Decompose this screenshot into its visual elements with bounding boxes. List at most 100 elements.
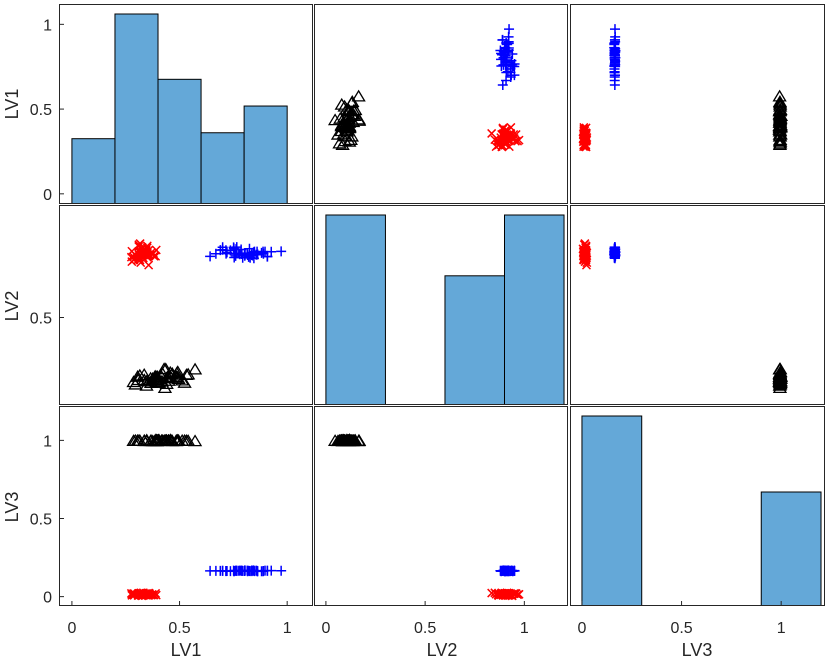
point-group-3	[175, 373, 190, 386]
point-group-1	[149, 590, 159, 600]
point-group-3	[150, 369, 165, 382]
point-group-2	[221, 248, 232, 259]
point-group-1	[578, 255, 588, 265]
y-axis-label-lv1: LV1	[2, 89, 22, 120]
point-group-3	[344, 107, 360, 120]
point-group-3	[337, 99, 352, 112]
point-group-1	[581, 243, 591, 253]
point-group-3	[351, 113, 367, 126]
cell-lv1-vs-lv2	[314, 4, 568, 204]
point-group-2	[609, 38, 620, 49]
point-group-2	[239, 248, 250, 259]
histogram-bar	[243, 105, 288, 204]
point-group-1	[582, 248, 592, 258]
cell-content	[581, 415, 822, 606]
point-group-3	[772, 95, 788, 107]
point-group-3	[159, 377, 174, 389]
point-group-3	[772, 362, 788, 375]
histogram-bar	[114, 13, 159, 204]
cell-lv3-vs-lv3	[570, 406, 825, 606]
point-group-3	[334, 97, 349, 110]
y-tick-label: 0.5	[30, 102, 52, 119]
cell-frame	[570, 406, 825, 606]
cell-frame	[314, 4, 568, 204]
histogram-bar	[760, 491, 822, 606]
x-tick-label: 0.5	[168, 620, 190, 637]
point-group-3	[159, 433, 174, 446]
point-group-1	[144, 260, 154, 270]
point-group-1	[494, 591, 504, 601]
cell-lv2-vs-lv2	[314, 205, 568, 405]
histogram-bar	[504, 214, 565, 405]
x-tick-label: 1	[283, 620, 292, 637]
matrix-cells	[59, 4, 825, 606]
cell-frame	[59, 205, 313, 405]
point-group-3	[773, 99, 788, 112]
histogram-bar	[325, 214, 386, 405]
point-group-3	[130, 369, 145, 382]
y-axis-label-lv3: LV3	[2, 492, 22, 523]
point-group-2	[497, 34, 508, 45]
point-group-1	[142, 241, 152, 251]
cell-frame	[570, 4, 825, 204]
point-group-1	[502, 588, 512, 598]
point-group-1	[511, 589, 521, 599]
point-group-3	[344, 434, 360, 446]
point-group-3	[151, 375, 166, 388]
x-tick-label: 1	[777, 620, 786, 637]
cell-frame	[59, 406, 313, 606]
point-group-3	[336, 115, 351, 128]
point-group-1	[133, 255, 143, 265]
x-tick-label: 0	[321, 620, 330, 637]
histogram-bar	[200, 132, 245, 204]
point-group-3	[351, 89, 366, 102]
point-group-3	[128, 377, 143, 390]
point-group-3	[772, 115, 787, 128]
cell-content	[71, 13, 288, 204]
point-group-2	[609, 24, 620, 35]
point-group-1	[487, 128, 497, 138]
point-group-2	[503, 38, 514, 49]
y-tick-label: 1	[43, 433, 52, 450]
x-axis-label-lv1: LV1	[171, 640, 202, 660]
x-tick-label: 0.5	[414, 620, 436, 637]
point-group-3	[128, 433, 143, 446]
point-group-3	[773, 136, 788, 149]
point-group-1	[578, 137, 588, 147]
cell-lv3-vs-lv1	[59, 406, 313, 606]
point-group-1	[494, 137, 504, 147]
point-group-1	[581, 129, 591, 140]
x-axis-label-lv3: LV3	[682, 640, 713, 660]
point-group-1	[502, 133, 512, 143]
point-group-3	[773, 377, 788, 390]
cell-content	[325, 214, 565, 405]
y-tick-label: 0.5	[30, 311, 52, 328]
tick-labels: 0 0.5 1 0 0.5 1 0 0.5 1 0 0.5 1 0.5 0 0.5 1	[30, 17, 786, 637]
point-group-3	[335, 138, 350, 150]
cell-content	[327, 24, 524, 152]
y-axis-label-lv2: LV2	[2, 291, 22, 322]
x-tick-label: 0	[67, 620, 76, 637]
point-group-3	[187, 362, 203, 375]
point-group-3	[337, 129, 353, 142]
y-tick-label: 0	[43, 590, 52, 607]
histogram-bar	[71, 138, 116, 204]
point-group-2	[501, 67, 512, 78]
axis-labels: LV1 LV2 LV3 LV1 LV2 LV3	[2, 89, 712, 660]
point-group-1	[133, 591, 143, 601]
point-group-3	[169, 369, 184, 382]
point-group-3	[137, 373, 152, 386]
point-group-2	[276, 246, 287, 257]
cell-content	[327, 433, 524, 601]
point-group-2	[500, 54, 511, 65]
point-group-3	[175, 433, 190, 446]
point-group-2	[501, 566, 512, 577]
histogram-bar	[581, 415, 643, 606]
cell-content	[578, 239, 789, 394]
point-group-2	[276, 565, 287, 576]
point-group-2	[249, 246, 260, 257]
point-group-2	[210, 248, 221, 259]
point-group-3	[351, 434, 367, 447]
point-group-2	[609, 52, 620, 63]
